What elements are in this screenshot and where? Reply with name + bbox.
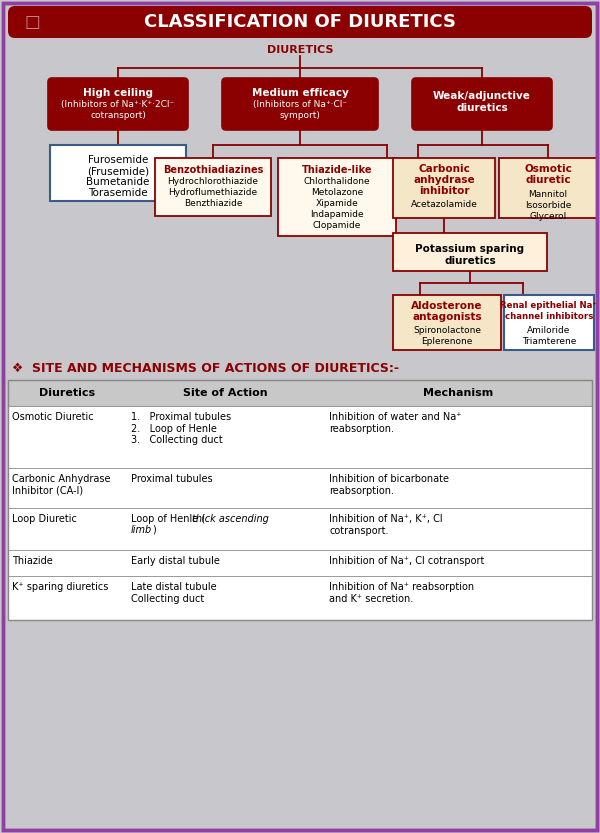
- Text: Hydroflumethiazide: Hydroflumethiazide: [169, 188, 257, 197]
- Text: Proximal tubules: Proximal tubules: [131, 474, 212, 484]
- Bar: [393, 295, 501, 350]
- Text: 1.   Proximal tubules
2.   Loop of Henle
3.   Collecting duct: 1. Proximal tubules 2. Loop of Henle 3. …: [131, 412, 231, 445]
- Text: Carbonic Anhydrase
Inhibitor (CA-I): Carbonic Anhydrase Inhibitor (CA-I): [12, 474, 110, 496]
- Text: limb: limb: [131, 525, 152, 535]
- Text: Chlorthalidone: Chlorthalidone: [304, 177, 370, 186]
- Bar: [8, 380, 592, 406]
- Text: Loop Diuretic: Loop Diuretic: [12, 514, 77, 524]
- Text: Inhibition of Na⁺ reabsorption
and K⁺ secretion.: Inhibition of Na⁺ reabsorption and K⁺ se…: [329, 582, 474, 604]
- Text: Inhibition of bicarbonate
reabsorption.: Inhibition of bicarbonate reabsorption.: [329, 474, 449, 496]
- Text: Mannitol: Mannitol: [529, 190, 568, 199]
- Text: (Inhibitors of Na⁺·K⁺·2Cl⁻: (Inhibitors of Na⁺·K⁺·2Cl⁻: [61, 100, 175, 109]
- Text: Eplerenone: Eplerenone: [421, 337, 473, 346]
- Text: Inhibition of Na⁺, Cl cotransport: Inhibition of Na⁺, Cl cotransport: [329, 556, 484, 566]
- Text: Glycerol: Glycerol: [529, 212, 566, 221]
- Text: Spironolactone: Spironolactone: [413, 326, 481, 335]
- Text: Osmotic Diuretic: Osmotic Diuretic: [12, 412, 94, 422]
- Text: □: □: [25, 13, 41, 31]
- FancyBboxPatch shape: [48, 78, 188, 130]
- Text: Furosemide: Furosemide: [88, 155, 148, 165]
- Text: CLASSIFICATION OF DIURETICS: CLASSIFICATION OF DIURETICS: [144, 13, 456, 31]
- Text: Clopamide: Clopamide: [313, 221, 361, 230]
- Text: Renal epithelial Na⁺: Renal epithelial Na⁺: [500, 301, 598, 310]
- Text: K⁺ sparing diuretics: K⁺ sparing diuretics: [12, 582, 109, 592]
- Bar: [8, 576, 592, 620]
- Text: channel inhibitors: channel inhibitors: [505, 312, 593, 321]
- Text: High ceiling: High ceiling: [83, 88, 153, 98]
- Text: inhibitor: inhibitor: [419, 186, 469, 196]
- Bar: [155, 158, 271, 216]
- Text: Triamterene: Triamterene: [522, 337, 576, 346]
- Text: Benzthiazide: Benzthiazide: [184, 199, 242, 208]
- Text: Potassium sparing: Potassium sparing: [415, 244, 524, 254]
- Text: Mechanism: Mechanism: [423, 388, 493, 398]
- Bar: [499, 158, 597, 218]
- Bar: [393, 233, 547, 271]
- FancyBboxPatch shape: [222, 78, 378, 130]
- Text: Diuretics: Diuretics: [39, 388, 95, 398]
- Text: Aldosterone: Aldosterone: [411, 301, 483, 311]
- Text: Torasemide: Torasemide: [88, 188, 148, 198]
- Text: DIURETICS: DIURETICS: [267, 45, 333, 55]
- FancyBboxPatch shape: [8, 6, 592, 38]
- Bar: [8, 468, 592, 508]
- Text: Osmotic: Osmotic: [524, 164, 572, 174]
- Text: Benzothiadiazines: Benzothiadiazines: [163, 165, 263, 175]
- Text: Metolazone: Metolazone: [311, 188, 363, 197]
- Bar: [50, 145, 186, 201]
- Bar: [8, 406, 592, 468]
- Bar: [504, 295, 594, 350]
- Text: thick ascending: thick ascending: [192, 514, 269, 524]
- Bar: [8, 550, 592, 576]
- Bar: [8, 508, 592, 550]
- Text: diuretics: diuretics: [456, 103, 508, 113]
- Text: Loop of Henle (: Loop of Henle (: [131, 514, 205, 524]
- FancyBboxPatch shape: [412, 78, 552, 130]
- Text: Site of Action: Site of Action: [182, 388, 268, 398]
- Text: ❖  SITE AND MECHANISMS OF ACTIONS OF DIURETICS:-: ❖ SITE AND MECHANISMS OF ACTIONS OF DIUR…: [12, 362, 399, 375]
- Text: Medium efficacy: Medium efficacy: [251, 88, 349, 98]
- Text: Inhibition of Na⁺, K⁺, Cl
cotransport.: Inhibition of Na⁺, K⁺, Cl cotransport.: [329, 514, 443, 536]
- Text: Amiloride: Amiloride: [527, 326, 571, 335]
- Text: Inhibition of water and Na⁺
reabsorption.: Inhibition of water and Na⁺ reabsorption…: [329, 412, 461, 434]
- Bar: [393, 158, 495, 218]
- Text: Acetazolamide: Acetazolamide: [410, 200, 478, 209]
- Text: Carbonic: Carbonic: [418, 164, 470, 174]
- Text: anhydrase: anhydrase: [413, 175, 475, 185]
- Text: Xipamide: Xipamide: [316, 199, 358, 208]
- Text: Bumetanide: Bumetanide: [86, 177, 149, 187]
- Text: diuretics: diuretics: [444, 256, 496, 266]
- Text: Indapamide: Indapamide: [310, 210, 364, 219]
- Text: Hydrochlorothiazide: Hydrochlorothiazide: [167, 177, 259, 186]
- Text: diuretic: diuretic: [525, 175, 571, 185]
- Text: Thiazide: Thiazide: [12, 556, 53, 566]
- Bar: [8, 380, 592, 620]
- Text: Weak/adjunctive: Weak/adjunctive: [433, 91, 531, 101]
- Text: Thiazide-like: Thiazide-like: [302, 165, 372, 175]
- Text: Isosorbide: Isosorbide: [525, 201, 571, 210]
- Text: symport): symport): [280, 111, 320, 120]
- Text: Late distal tubule
Collecting duct: Late distal tubule Collecting duct: [131, 582, 217, 604]
- Text: ): ): [152, 525, 156, 535]
- Text: antagonists: antagonists: [412, 312, 482, 322]
- Text: Early distal tubule: Early distal tubule: [131, 556, 220, 566]
- Text: (Inhibitors of Na⁺·Cl⁻: (Inhibitors of Na⁺·Cl⁻: [253, 100, 347, 109]
- Bar: [278, 158, 396, 236]
- Text: (Frusemide): (Frusemide): [87, 166, 149, 176]
- Text: cotransport): cotransport): [90, 111, 146, 120]
